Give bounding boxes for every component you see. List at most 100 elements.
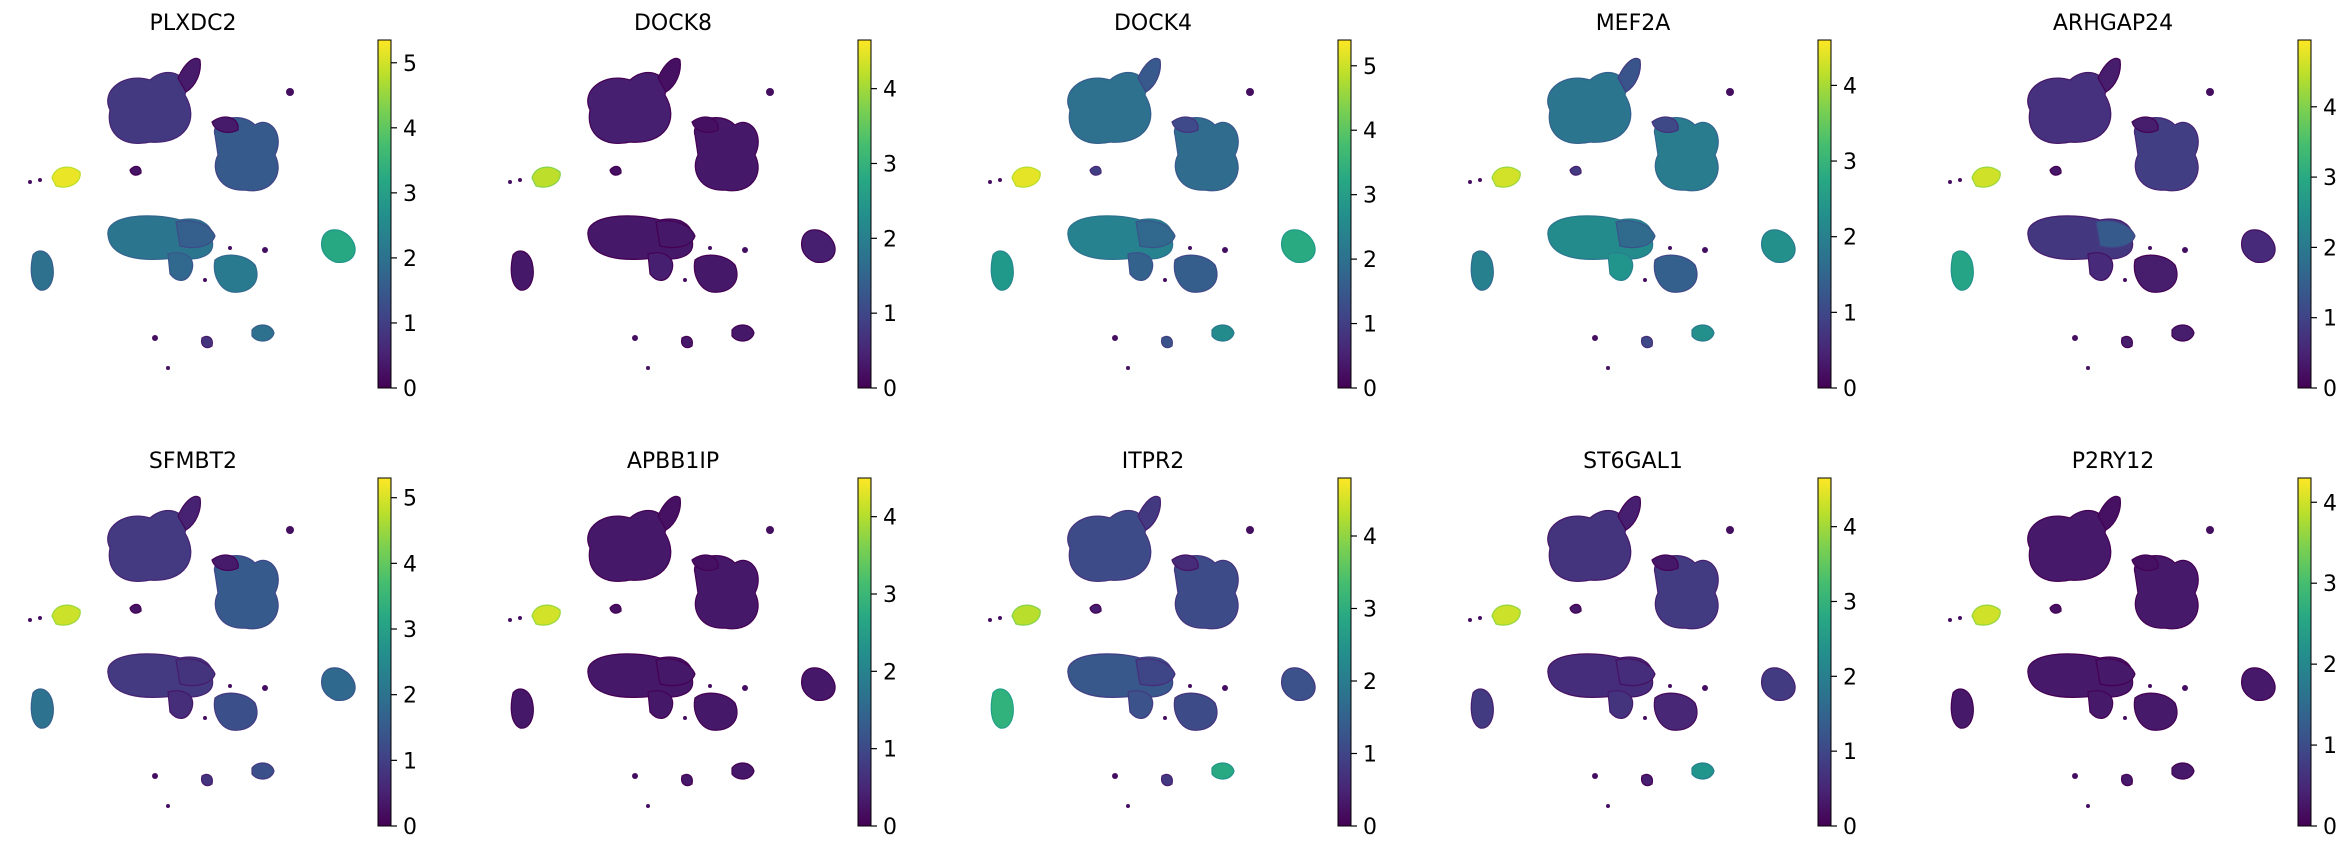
cluster-c2 [657,495,681,531]
cluster-c8 [2095,658,2136,687]
panel-title: P2RY12 [2072,449,2155,474]
cell-speck [2148,246,2152,250]
cluster-c1 [107,71,192,144]
cluster-c8 [175,220,216,249]
cluster-c14 [201,335,213,349]
colorbar-tick-label: 4 [403,552,417,577]
cluster-c8 [1135,220,1176,249]
colorbar-tick-label: 1 [1843,301,1857,326]
cluster-c4 [1171,116,1199,133]
cluster-c14 [1641,335,1653,349]
cell-speck [1246,88,1254,96]
colorbar-tick-label: 2 [1843,226,1857,251]
cluster-c10 [1760,229,1796,264]
cell-speck [518,178,522,182]
cluster-c3 [213,116,279,192]
cluster-c10 [320,229,356,264]
cell-speck [2123,716,2127,720]
cluster-c10 [2240,229,2276,264]
cell-speck [1163,716,1167,720]
panel-title: ST6GAL1 [1583,449,1683,474]
cluster-c4 [1171,554,1199,571]
cluster-c5 [1971,166,2001,188]
cluster-c3 [693,116,759,192]
colorbar-tick-label: 1 [403,749,417,774]
cluster-c5 [1491,604,1521,626]
panel-p2ry12: P2RY12 0 1 2 3 4 [1948,449,2337,840]
cell-speck [683,278,687,282]
panel-title: DOCK8 [634,11,712,36]
cell-speck [1958,178,1962,182]
colorbar [1817,477,1832,827]
cell-speck [1702,685,1708,691]
colorbar-tick-label: 0 [883,377,897,402]
cell-speck [166,804,170,808]
cluster-c5 [51,166,81,188]
panel-sfmbt2: SFMBT2 0 1 2 3 4 5 [28,449,417,840]
cell-speck [1592,335,1598,341]
cluster-c5 [531,166,561,188]
cluster-c9 [2087,252,2114,281]
colorbar-tick-label: 2 [883,227,897,252]
cluster-c11 [990,250,1014,291]
colorbar-tick-label: 3 [883,152,897,177]
cell-speck [152,773,158,779]
cell-speck [988,180,992,184]
colorbar-tick-label: 5 [403,52,417,77]
panel-plxdc2: PLXDC2 0 1 2 3 4 5 [28,11,417,402]
panel-title: PLXDC2 [150,11,237,36]
cluster-c10 [800,667,836,702]
cluster-c11 [990,688,1014,729]
cluster-c5 [51,604,81,626]
colorbar-tick-label: 1 [1843,740,1857,765]
colorbar-tick-label: 0 [1843,377,1857,402]
cluster-c11 [1950,688,1974,729]
colorbar-tick-label: 3 [1363,184,1377,209]
cluster-c8 [175,658,216,687]
cell-speck [2123,278,2127,282]
cluster-c3 [2133,554,2199,630]
colorbar-tick-label: 4 [1843,516,1857,541]
colorbar-tick-label: 1 [883,302,897,327]
cluster-c9 [167,252,194,281]
colorbar-tick-label: 2 [2323,236,2337,261]
cell-speck [152,335,158,341]
cluster-c8 [1135,658,1176,687]
cluster-c13 [1691,324,1715,342]
cell-speck [28,180,32,184]
cluster-c6 [2049,165,2062,176]
cluster-c5 [1011,166,1041,188]
cluster-c6 [609,603,622,614]
cell-speck [1726,526,1734,534]
cluster-c10 [1760,667,1796,702]
cell-speck [2206,526,2214,534]
cell-speck [1246,526,1254,534]
cluster-c11 [1470,250,1494,291]
cluster-c11 [30,250,54,291]
cell-speck [998,178,1002,182]
cluster-c1 [107,509,192,582]
cell-speck [2182,247,2188,253]
cluster-c13 [2171,324,2195,342]
cluster-c13 [1691,762,1715,780]
colorbar-tick-label: 0 [403,815,417,840]
cell-speck [1188,684,1192,688]
cell-speck [1702,247,1708,253]
cell-speck [632,335,638,341]
colorbar-tick-label: 3 [1843,150,1857,175]
cluster-c1 [1067,509,1152,582]
colorbar-tick-label: 0 [883,815,897,840]
cluster-c3 [1653,116,1719,192]
cell-speck [766,526,774,534]
colorbar-tick-label: 2 [883,660,897,685]
colorbar [1337,477,1352,827]
cell-speck [38,616,42,620]
panel-title: APBB1IP [627,449,719,474]
panel-st6gal1: ST6GAL1 0 1 2 3 4 [1468,449,1857,840]
cluster-c8 [2095,220,2136,249]
colorbar-tick-label: 1 [2323,734,2337,759]
cell-speck [1948,618,1952,622]
colorbar [377,39,392,389]
cluster-c1 [1547,509,1632,582]
cluster-c6 [2049,603,2062,614]
